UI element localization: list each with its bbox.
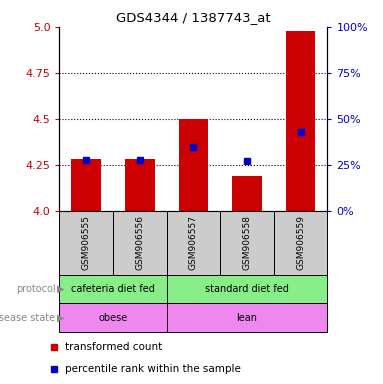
Text: ▶: ▶ [57, 313, 65, 323]
Text: disease state: disease state [0, 313, 56, 323]
Bar [59, 303, 167, 332]
Bar [178, 119, 208, 211]
Bar [274, 211, 327, 275]
Text: GSM906556: GSM906556 [135, 215, 144, 270]
Bar [113, 211, 167, 275]
Bar [232, 176, 262, 211]
Text: GSM906558: GSM906558 [242, 215, 252, 270]
Text: cafeteria diet fed: cafeteria diet fed [71, 284, 155, 294]
Bar [59, 275, 167, 303]
Bar [71, 159, 101, 211]
Text: lean: lean [237, 313, 257, 323]
Text: standard diet fed: standard diet fed [205, 284, 289, 294]
Text: ▶: ▶ [57, 284, 65, 294]
Bar [167, 275, 327, 303]
Text: GSM906555: GSM906555 [82, 215, 91, 270]
Title: GDS4344 / 1387743_at: GDS4344 / 1387743_at [116, 11, 271, 24]
Text: percentile rank within the sample: percentile rank within the sample [65, 364, 241, 374]
Text: transformed count: transformed count [65, 342, 162, 352]
Text: protocol: protocol [16, 284, 56, 294]
Bar [167, 303, 327, 332]
Bar [286, 31, 315, 211]
Text: GSM906559: GSM906559 [296, 215, 305, 270]
Bar [59, 211, 113, 275]
Text: obese: obese [98, 313, 128, 323]
Text: GSM906557: GSM906557 [189, 215, 198, 270]
Bar [220, 211, 274, 275]
Bar [125, 159, 154, 211]
Bar [167, 211, 220, 275]
